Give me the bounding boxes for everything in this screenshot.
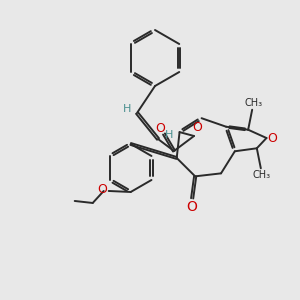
- Text: H: H: [123, 104, 131, 114]
- Text: O: O: [155, 122, 165, 134]
- Text: CH₃: CH₃: [253, 170, 271, 180]
- Text: O: O: [97, 184, 106, 196]
- Text: CH₃: CH₃: [244, 98, 262, 108]
- Text: O: O: [187, 200, 198, 214]
- Text: O: O: [268, 131, 278, 145]
- Text: H: H: [165, 130, 173, 140]
- Text: O: O: [192, 121, 202, 134]
